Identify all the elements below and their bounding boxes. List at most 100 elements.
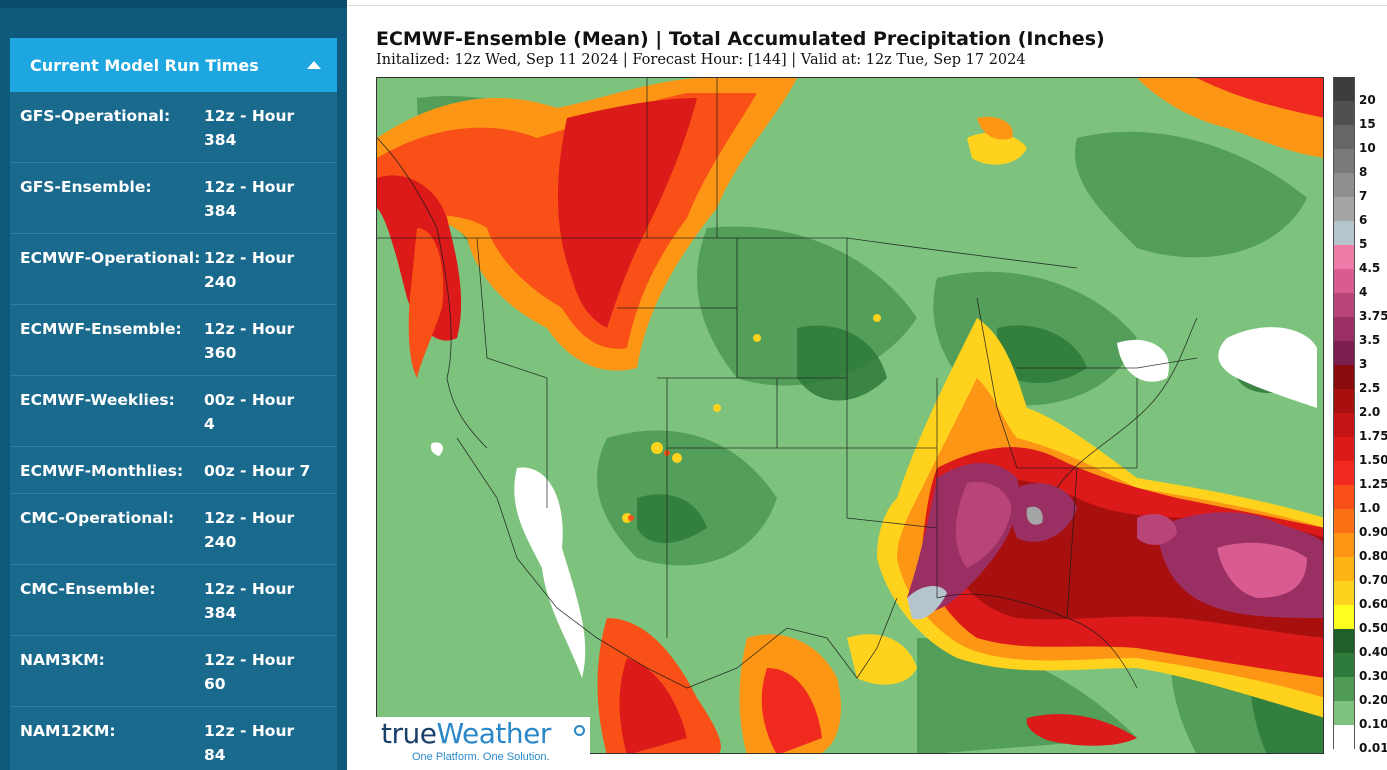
legend-label: 2.5 [1359,381,1381,395]
legend-label: 3 [1359,357,1368,371]
model-run-times-panel: Current Model Run Times GFS-Operational:… [10,38,337,770]
legend-entry: 0.60 [1333,581,1387,611]
legend-swatch [1333,413,1355,437]
model-name: NAM12KM: [20,722,116,740]
legend-label: 3.75 [1359,309,1387,323]
run-time-row[interactable]: CMC-Ensemble: 12z - Hour 384 [10,565,337,636]
model-run-time: 12z - Hour 360 [204,317,314,365]
panel-header[interactable]: Current Model Run Times [10,38,337,92]
model-run-time: 12z - Hour 240 [204,506,314,554]
legend-label: 4 [1359,285,1368,299]
map-image [377,78,1323,753]
panel-title: Current Model Run Times [30,55,259,75]
run-time-row[interactable]: ECMWF-Operational: 12z - Hour 240 [10,234,337,305]
run-time-text: 12z - Hour [204,509,295,527]
model-run-time: 00z - Hour 4 [204,388,314,436]
run-time-row[interactable]: ECMWF-Weeklies: 00z - Hour 4 [10,376,337,447]
run-time-row[interactable]: CMC-Operational: 12z - Hour 240 [10,494,337,565]
legend-swatch [1333,293,1355,317]
run-time-text: 12z - Hour [204,320,295,338]
chevron-up-icon[interactable] [307,61,321,69]
run-time-row[interactable]: ECMWF-Ensemble: 12z - Hour 360 [10,305,337,376]
model-name: NAM3KM: [20,651,105,669]
legend-label: 1.25 [1359,477,1387,491]
legend-label: 6 [1359,213,1368,227]
run-time-row[interactable]: GFS-Operational: 12z - Hour 384 [10,92,337,163]
run-time-row[interactable]: ECMWF-Monthlies: 00z - Hour 7 [10,447,337,494]
main-content: ECMWF-Ensemble (Mean) | Total Accumulate… [347,0,1387,770]
legend-label: 3.5 [1359,333,1381,347]
legend-label: 4.5 [1359,261,1381,275]
legend-swatch [1333,701,1355,725]
legend-entry: 4 [1333,269,1383,299]
legend-entry: 2.5 [1333,365,1383,395]
model-name: ECMWF-Monthlies: [20,462,184,480]
legend-swatch [1333,341,1355,365]
legend-swatch [1333,125,1355,149]
sidebar: Current Model Run Times GFS-Operational:… [0,0,347,770]
run-time-row[interactable]: GFS-Ensemble: 12z - Hour 384 [10,163,337,234]
legend-swatch [1333,149,1355,173]
run-hour-text: 360 [204,344,237,362]
logo-tagline: One Platform. One Solution. [412,751,550,763]
run-hour-text: 60 [204,675,226,693]
run-time-row[interactable]: NAM3KM: 12z - Hour 60 [10,636,337,707]
legend-swatch [1333,677,1355,701]
run-hour-text: 84 [204,746,226,764]
model-name: CMC-Operational: [20,509,175,527]
legend-entry: 0.40 [1333,629,1387,659]
legend-label: 0.10 [1359,717,1387,731]
map-title: ECMWF-Ensemble (Mean) | Total Accumulate… [376,28,1105,50]
legend-swatch [1333,461,1355,485]
legend-swatch [1333,101,1355,125]
model-name: GFS-Ensemble: [20,178,152,196]
legend-swatch [1333,653,1355,677]
model-run-time: 12z - Hour 60 [204,648,314,696]
run-time-text: 12z - Hour [204,580,295,598]
legend-label: 0.40 [1359,645,1387,659]
legend-label: 15 [1359,117,1376,131]
legend-entry: 0.90 [1333,509,1387,539]
legend-entry: 5 [1333,221,1383,251]
run-hour-text: 384 [204,202,237,220]
legend-entry: 1.0 [1333,485,1383,515]
legend-entry: 0.70 [1333,557,1387,587]
legend-label: 7 [1359,189,1368,203]
legend-label: 20 [1359,93,1376,107]
legend-swatch [1333,485,1355,509]
legend-entry: 3.75 [1333,293,1387,323]
logo-ring-icon [574,725,585,736]
legend-entry: 0.30 [1333,653,1387,683]
run-time-text: 12z - Hour [204,249,295,267]
logo-text-true: true [381,717,437,750]
logo-wordmark: trueWeather [381,717,551,750]
legend-label: 0.50 [1359,621,1387,635]
precipitation-map[interactable] [376,77,1324,754]
run-time-row[interactable]: NAM12KM: 12z - Hour 84 [10,707,337,770]
legend-swatch [1333,437,1355,461]
legend-entry: 3.5 [1333,317,1383,347]
run-time-text: 12z - Hour [204,107,295,125]
legend-label: 5 [1359,237,1368,251]
model-run-time: 12z - Hour 240 [204,246,314,294]
legend-label: 1.0 [1359,501,1381,515]
sidebar-top-bar [0,0,347,8]
legend-swatch [1333,365,1355,389]
legend-label: 10 [1359,141,1376,155]
legend-swatch [1333,77,1355,101]
legend-label: 0.80 [1359,549,1387,563]
model-name: ECMWF-Ensemble: [20,320,182,338]
run-hour-text: 384 [204,604,237,622]
legend-swatch [1333,509,1355,533]
legend-swatch [1333,629,1355,653]
run-time-text: 12z - Hour [204,722,295,740]
divider [347,5,1387,6]
run-hour-text: 4 [204,415,215,433]
legend-label: 0.20 [1359,693,1387,707]
precipitation-legend: 20 15 10 8 7 6 5 4.5 4 3.75 3.5 3 2.5 2.0 1.75 1.50 1.25… [1333,77,1387,767]
legend-entry: 10 [1333,125,1383,155]
model-run-time: 12z - Hour 384 [204,104,314,152]
legend-entry: 15 [1333,101,1383,131]
run-time-text: 12z - Hour [204,651,295,669]
